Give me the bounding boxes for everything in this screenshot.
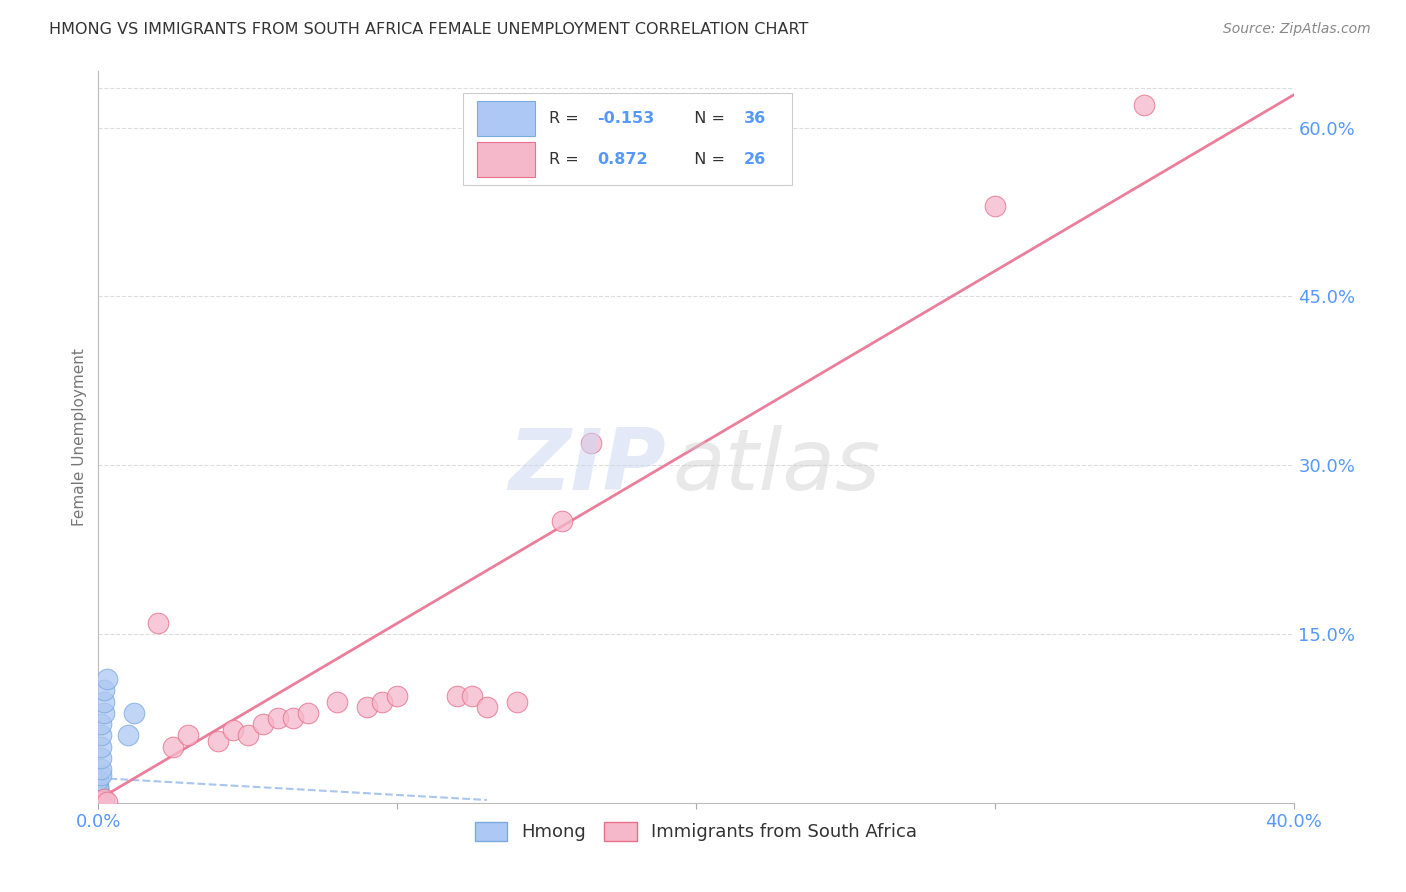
Bar: [477, 102, 534, 136]
Point: [90, 751, 112, 765]
Text: R =: R =: [548, 152, 583, 167]
Point: [236, 728, 259, 742]
Point: [267, 711, 290, 725]
Y-axis label: Female Unemployment: Female Unemployment: [72, 348, 87, 526]
Point: [87, 791, 110, 805]
Point: [87, 795, 110, 809]
Point: [356, 700, 378, 714]
Point: [90, 767, 112, 781]
Point: [87, 793, 110, 807]
Text: N =: N =: [685, 152, 730, 167]
Bar: [477, 142, 534, 177]
Point: [90, 739, 112, 754]
Point: [90, 728, 112, 742]
Point: [87, 781, 110, 796]
Point: [475, 700, 498, 714]
Point: [87, 796, 110, 810]
Point: [87, 787, 110, 801]
Point: [87, 795, 110, 809]
Point: [252, 717, 274, 731]
Point: [90, 762, 112, 776]
Point: [371, 694, 394, 708]
Text: 0.872: 0.872: [596, 152, 647, 167]
Point: [446, 689, 468, 703]
Point: [1133, 98, 1156, 112]
Point: [506, 694, 529, 708]
Point: [385, 689, 409, 703]
Text: HMONG VS IMMIGRANTS FROM SOUTH AFRICA FEMALE UNEMPLOYMENT CORRELATION CHART: HMONG VS IMMIGRANTS FROM SOUTH AFRICA FE…: [49, 22, 808, 37]
Point: [207, 734, 229, 748]
Point: [87, 786, 110, 800]
Point: [93, 683, 115, 698]
Point: [984, 199, 1007, 213]
Point: [87, 796, 110, 810]
Point: [177, 728, 200, 742]
Point: [162, 739, 184, 754]
Point: [550, 515, 572, 529]
Point: [96, 672, 118, 686]
Point: [87, 773, 110, 788]
Point: [87, 793, 110, 807]
Text: atlas: atlas: [672, 425, 880, 508]
Point: [87, 796, 110, 810]
Point: [87, 784, 110, 798]
Point: [93, 694, 115, 708]
Text: R =: R =: [548, 112, 583, 127]
Point: [90, 717, 112, 731]
Point: [124, 706, 146, 720]
Point: [87, 789, 110, 803]
Point: [87, 792, 110, 806]
Point: [148, 615, 170, 630]
Point: [87, 782, 110, 797]
Point: [326, 694, 349, 708]
Point: [117, 728, 139, 742]
FancyBboxPatch shape: [463, 94, 792, 185]
Point: [90, 793, 112, 807]
Text: 26: 26: [744, 152, 766, 167]
Point: [581, 435, 603, 450]
Point: [222, 723, 245, 737]
Point: [87, 795, 110, 809]
Text: ZIP: ZIP: [509, 425, 666, 508]
Point: [87, 788, 110, 802]
Point: [93, 792, 115, 806]
Text: 36: 36: [744, 112, 766, 127]
Point: [461, 689, 484, 703]
Point: [87, 796, 110, 810]
Text: Source: ZipAtlas.com: Source: ZipAtlas.com: [1223, 22, 1371, 37]
Point: [87, 792, 110, 806]
Point: [87, 779, 110, 793]
Point: [281, 711, 304, 725]
Legend: Hmong, Immigrants from South Africa: Hmong, Immigrants from South Africa: [467, 814, 925, 848]
Point: [87, 783, 110, 797]
Text: N =: N =: [685, 112, 730, 127]
Point: [87, 796, 110, 810]
Point: [87, 791, 110, 805]
Point: [96, 795, 118, 809]
Point: [93, 706, 115, 720]
Point: [297, 706, 319, 720]
Point: [87, 790, 110, 805]
Text: -0.153: -0.153: [596, 112, 654, 127]
